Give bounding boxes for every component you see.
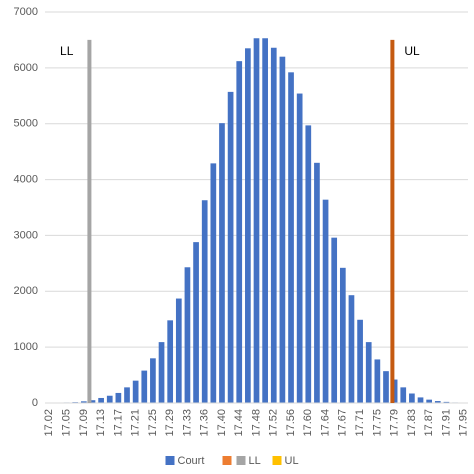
bar: [98, 397, 104, 403]
bar: [132, 380, 139, 403]
bar: [288, 72, 294, 403]
legend-label: UL: [285, 455, 299, 467]
x-tick-label: 17.60: [302, 409, 314, 437]
bar: [434, 401, 441, 403]
x-tick-label: 17.56: [285, 409, 297, 437]
x-tick-label: 17.83: [406, 409, 418, 437]
x-tick-label: 17.36: [199, 409, 211, 437]
bar: [322, 199, 329, 403]
bar: [219, 123, 225, 404]
bar: [158, 342, 165, 403]
bar: [426, 399, 433, 403]
bar: [391, 379, 398, 403]
bar: [227, 91, 234, 403]
bar: [245, 48, 251, 404]
bar: [89, 400, 96, 403]
bar: [253, 38, 260, 403]
limit-label: UL: [404, 44, 420, 58]
bar: [150, 358, 156, 403]
x-tick-label: 17.48: [250, 409, 262, 437]
bar: [80, 401, 87, 403]
y-tick-label: 6000: [14, 62, 38, 74]
x-tick-label: 17.52: [268, 409, 280, 437]
x-tick-label: 17.33: [181, 409, 193, 437]
bar: [383, 371, 389, 403]
x-tick-label: 17.13: [95, 409, 107, 437]
legend-swatch: [236, 456, 246, 465]
x-tick-label: 17.29: [164, 409, 176, 437]
x-tick-label: 17.25: [147, 409, 159, 437]
x-tick-label: 17.91: [440, 409, 452, 437]
y-tick-label: 1000: [14, 341, 38, 353]
legend-label: Court: [178, 455, 205, 467]
legend-label: LL: [249, 455, 261, 467]
y-tick-label: 0: [32, 397, 38, 409]
bar: [348, 295, 355, 403]
bar: [374, 359, 381, 403]
bar: [270, 47, 277, 404]
y-tick-label: 2000: [14, 285, 38, 297]
bar: [443, 401, 450, 403]
bar: [357, 319, 363, 403]
x-tick-label: 17.71: [354, 409, 366, 437]
x-tick-label: 17.79: [389, 409, 401, 437]
x-tick-label: 17.87: [423, 409, 435, 437]
bar: [305, 125, 312, 403]
x-tick-label: 17.64: [319, 409, 331, 437]
bar: [167, 320, 174, 403]
x-tick-label: 17.05: [60, 409, 72, 437]
x-tick-label: 17.02: [43, 409, 55, 437]
bar: [210, 163, 217, 403]
bar: [365, 342, 372, 403]
legend-swatch: [272, 456, 282, 465]
bar: [236, 61, 243, 403]
bar: [184, 267, 191, 403]
bar: [296, 93, 303, 404]
legend-swatch: [222, 456, 232, 465]
bar: [339, 267, 346, 403]
x-tick-label: 17.21: [130, 409, 142, 437]
bar: [106, 395, 113, 403]
bar: [115, 392, 122, 403]
bar: [314, 162, 320, 403]
bar: [331, 237, 338, 403]
y-tick-label: 5000: [14, 118, 38, 130]
x-tick-label: 17.17: [112, 409, 124, 437]
y-tick-label: 4000: [14, 173, 38, 185]
bar: [124, 387, 130, 403]
limit-label: LL: [60, 44, 74, 58]
bar: [201, 200, 208, 403]
legend-swatch: [165, 456, 175, 465]
x-tick-label: 17.75: [371, 409, 383, 437]
bar: [417, 397, 424, 403]
bar: [409, 393, 415, 403]
x-tick-label: 17.40: [216, 409, 228, 437]
y-tick-label: 3000: [14, 229, 38, 241]
x-tick-label: 17.09: [78, 409, 90, 437]
bar: [193, 242, 199, 403]
bar: [175, 298, 182, 403]
bar: [141, 370, 148, 403]
x-tick-label: 17.95: [458, 409, 470, 437]
bar: [262, 38, 268, 403]
x-tick-label: 17.67: [337, 409, 349, 437]
y-tick-label: 7000: [14, 6, 38, 18]
bar: [400, 387, 407, 403]
x-tick-label: 17.44: [233, 409, 245, 437]
bar: [279, 56, 286, 403]
